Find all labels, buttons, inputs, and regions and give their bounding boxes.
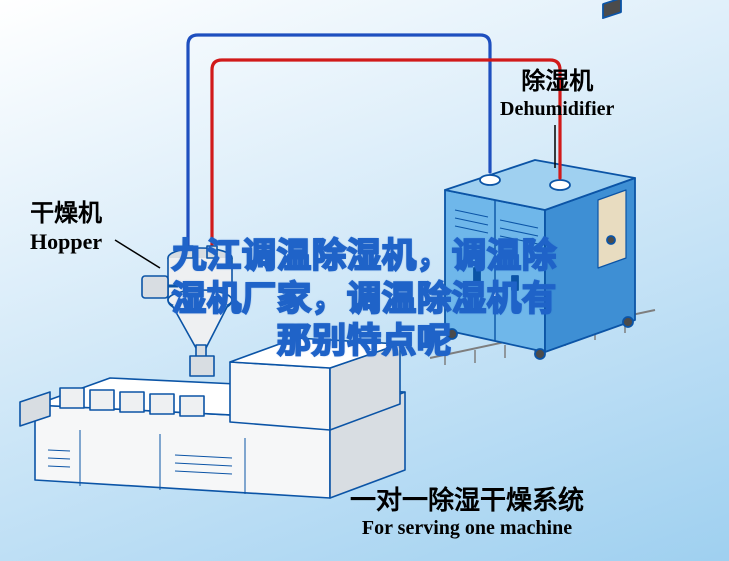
system-label: 一对一除湿干燥系统 For serving one machine (350, 485, 584, 540)
dehumidifier-label-en: Dehumidifier (500, 97, 614, 121)
system-label-en: For serving one machine (350, 516, 584, 540)
dehumidifier-label-cn: 除湿机 (500, 68, 614, 97)
overlay-line-2: 湿机厂家，调温除湿机有 (0, 278, 729, 321)
system-label-cn: 一对一除湿干燥系统 (350, 485, 584, 516)
dehumidifier-label: 除湿机 Dehumidifier (500, 68, 614, 121)
overlay-headline: 九江调温除湿机，调温除 湿机厂家，调温除湿机有 那别特点呢 (0, 235, 729, 363)
hopper-label-cn: 干燥机 (30, 200, 102, 229)
overlay-line-1: 九江调温除湿机，调温除 (0, 235, 729, 278)
overlay-line-3: 那别特点呢 (0, 320, 729, 363)
